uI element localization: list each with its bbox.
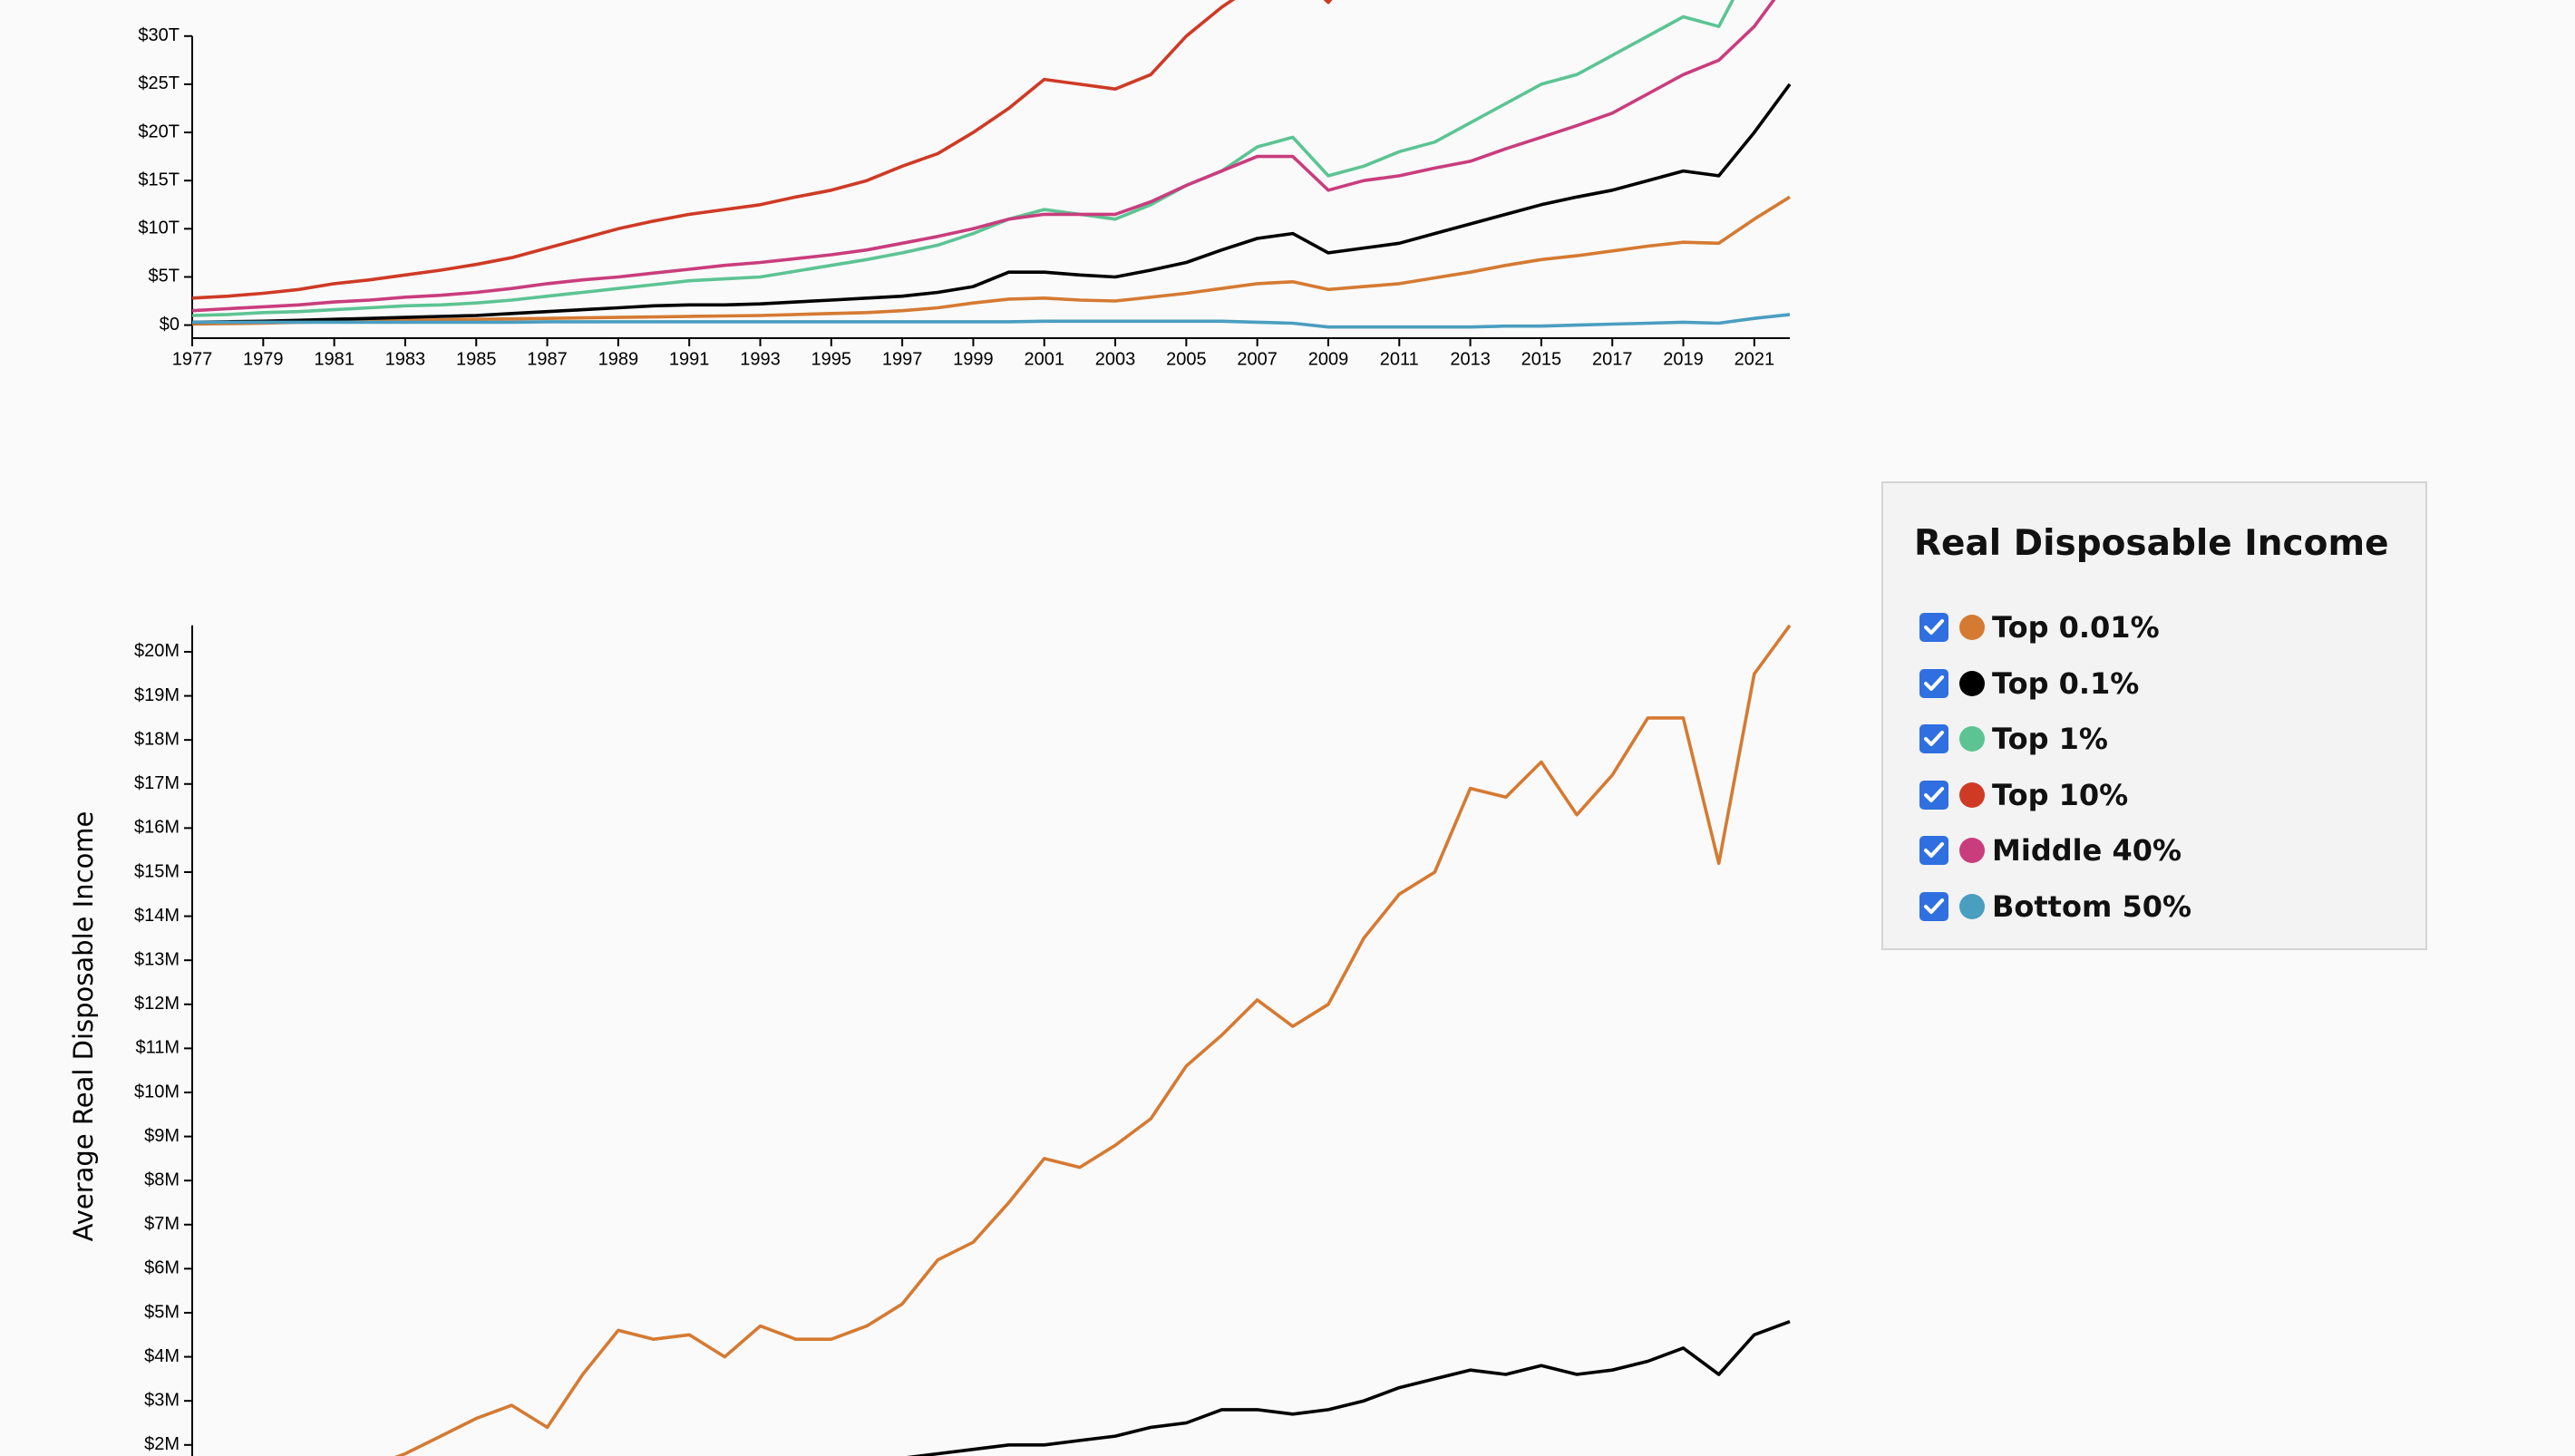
y-tick-label: $14M [134, 906, 180, 926]
y-tick-label: $4M [144, 1346, 180, 1366]
x-tick-label: 1991 [669, 349, 710, 369]
y-tick-label: $20M [134, 641, 180, 661]
plot-area [191, 0, 1792, 329]
legend-swatch [1959, 615, 1985, 640]
legend-label: Middle 40% [1992, 833, 2182, 869]
x-tick-label: 2003 [1095, 349, 1136, 369]
legend-title: Real Disposable Income [1914, 523, 2389, 564]
legend-label: Top 0.01% [1992, 610, 2160, 645]
y-tick-label: $5T [149, 267, 180, 286]
series-line [394, 624, 1792, 1456]
y-axis-label: Average Real Disposable Income [68, 811, 99, 1242]
series-line [191, 195, 1791, 326]
x-tick-label: 1983 [385, 349, 426, 369]
check-mark [1924, 675, 1944, 691]
x-tick-label: 1995 [811, 349, 852, 369]
legend-swatch [1959, 894, 1985, 919]
check-mark [1924, 842, 1944, 859]
series-line [191, 0, 1776, 313]
x-tick-label: 1979 [243, 349, 284, 369]
x-tick-label: 2007 [1237, 349, 1278, 369]
check-mark [1924, 619, 1944, 635]
series-line [192, 313, 1791, 329]
y-tick-label: $18M [134, 729, 180, 749]
legend-swatch [1959, 670, 1985, 696]
y-tick-label: $6M [144, 1258, 180, 1278]
check-mark [1924, 731, 1944, 747]
legend-swatch [1959, 781, 1985, 808]
series-line [191, 83, 1792, 325]
legend-item[interactable]: Top 0.1% [1919, 665, 2139, 702]
checkbox[interactable] [1919, 780, 1948, 810]
checkbox[interactable] [1919, 668, 1948, 698]
y-tick-label: $5M [144, 1302, 180, 1322]
x-tick-label: 1993 [740, 349, 781, 369]
legend-item[interactable]: Bottom 50% [1919, 888, 2191, 925]
legend-item[interactable]: Top 1% [1919, 721, 2108, 757]
legend-swatch [1959, 726, 1985, 752]
series-line [191, 0, 1333, 300]
y-tick-label: $8M [144, 1170, 180, 1189]
x-tick-label: 1985 [456, 349, 497, 369]
checkbox[interactable] [1919, 613, 1948, 642]
x-tick-label: 2017 [1592, 349, 1633, 369]
y-tick-label: $9M [144, 1126, 180, 1146]
legend-label: Top 1% [1992, 722, 2108, 757]
series-line [906, 1320, 1791, 1456]
y-tick-label: $19M [134, 685, 180, 705]
x-tick-label: 2005 [1166, 349, 1207, 369]
legend: Real Disposable Income Top 0.01% Top 0.1%… [1881, 481, 2427, 950]
x-tick-label: 1981 [314, 349, 355, 369]
y-tick-label: $13M [134, 949, 180, 969]
x-tick-label: 1989 [598, 349, 639, 369]
legend-item[interactable]: Middle 40% [1919, 832, 2181, 869]
x-tick-label: 2019 [1663, 349, 1704, 369]
x-tick-label: 1987 [527, 349, 568, 369]
legend-item[interactable]: Top 0.01% [1919, 609, 2160, 645]
x-tick-label: 1977 [172, 349, 213, 369]
checkbox[interactable] [1919, 836, 1948, 866]
x-tick-label: 2013 [1450, 349, 1491, 369]
checkbox[interactable] [1919, 892, 1948, 921]
x-tick-label: 2009 [1308, 349, 1349, 369]
y-tick-label: $0 [160, 315, 180, 335]
y-tick-label: $11M [135, 1038, 180, 1058]
x-tick-label: 1999 [953, 349, 994, 369]
y-tick-label: $30T [138, 25, 180, 45]
y-tick-label: $15T [138, 170, 180, 189]
checkbox[interactable] [1919, 724, 1948, 754]
legend-label: Bottom 50% [1992, 889, 2192, 924]
y-tick-label: $12M [134, 994, 180, 1014]
check-mark [1924, 786, 1944, 802]
legend-swatch [1959, 838, 1985, 864]
x-tick-label: 2021 [1734, 349, 1775, 369]
y-tick-label: $17M [134, 773, 180, 793]
plot-area [394, 624, 1792, 1456]
y-tick-label: $3M [144, 1390, 180, 1410]
y-tick-label: $7M [144, 1214, 180, 1234]
check-mark [1924, 898, 1944, 914]
y-tick-label: $25T [138, 73, 180, 93]
legend-label: Top 0.1% [1992, 665, 2140, 701]
legend-item[interactable]: Top 10% [1919, 777, 2128, 813]
x-tick-label: 2011 [1380, 349, 1419, 369]
y-tick-label: $2M [144, 1434, 180, 1454]
y-tick-label: $10T [138, 218, 180, 238]
legend-label: Top 10% [1992, 777, 2129, 812]
x-tick-label: 2015 [1521, 349, 1562, 369]
y-tick-label: $10M [134, 1082, 180, 1102]
y-tick-label: $15M [134, 861, 180, 881]
x-tick-label: 1997 [882, 349, 923, 369]
y-tick-label: $20T [138, 121, 180, 141]
x-tick-label: 2001 [1024, 349, 1064, 369]
y-tick-label: $16M [134, 818, 180, 838]
series-line [191, 0, 1735, 317]
